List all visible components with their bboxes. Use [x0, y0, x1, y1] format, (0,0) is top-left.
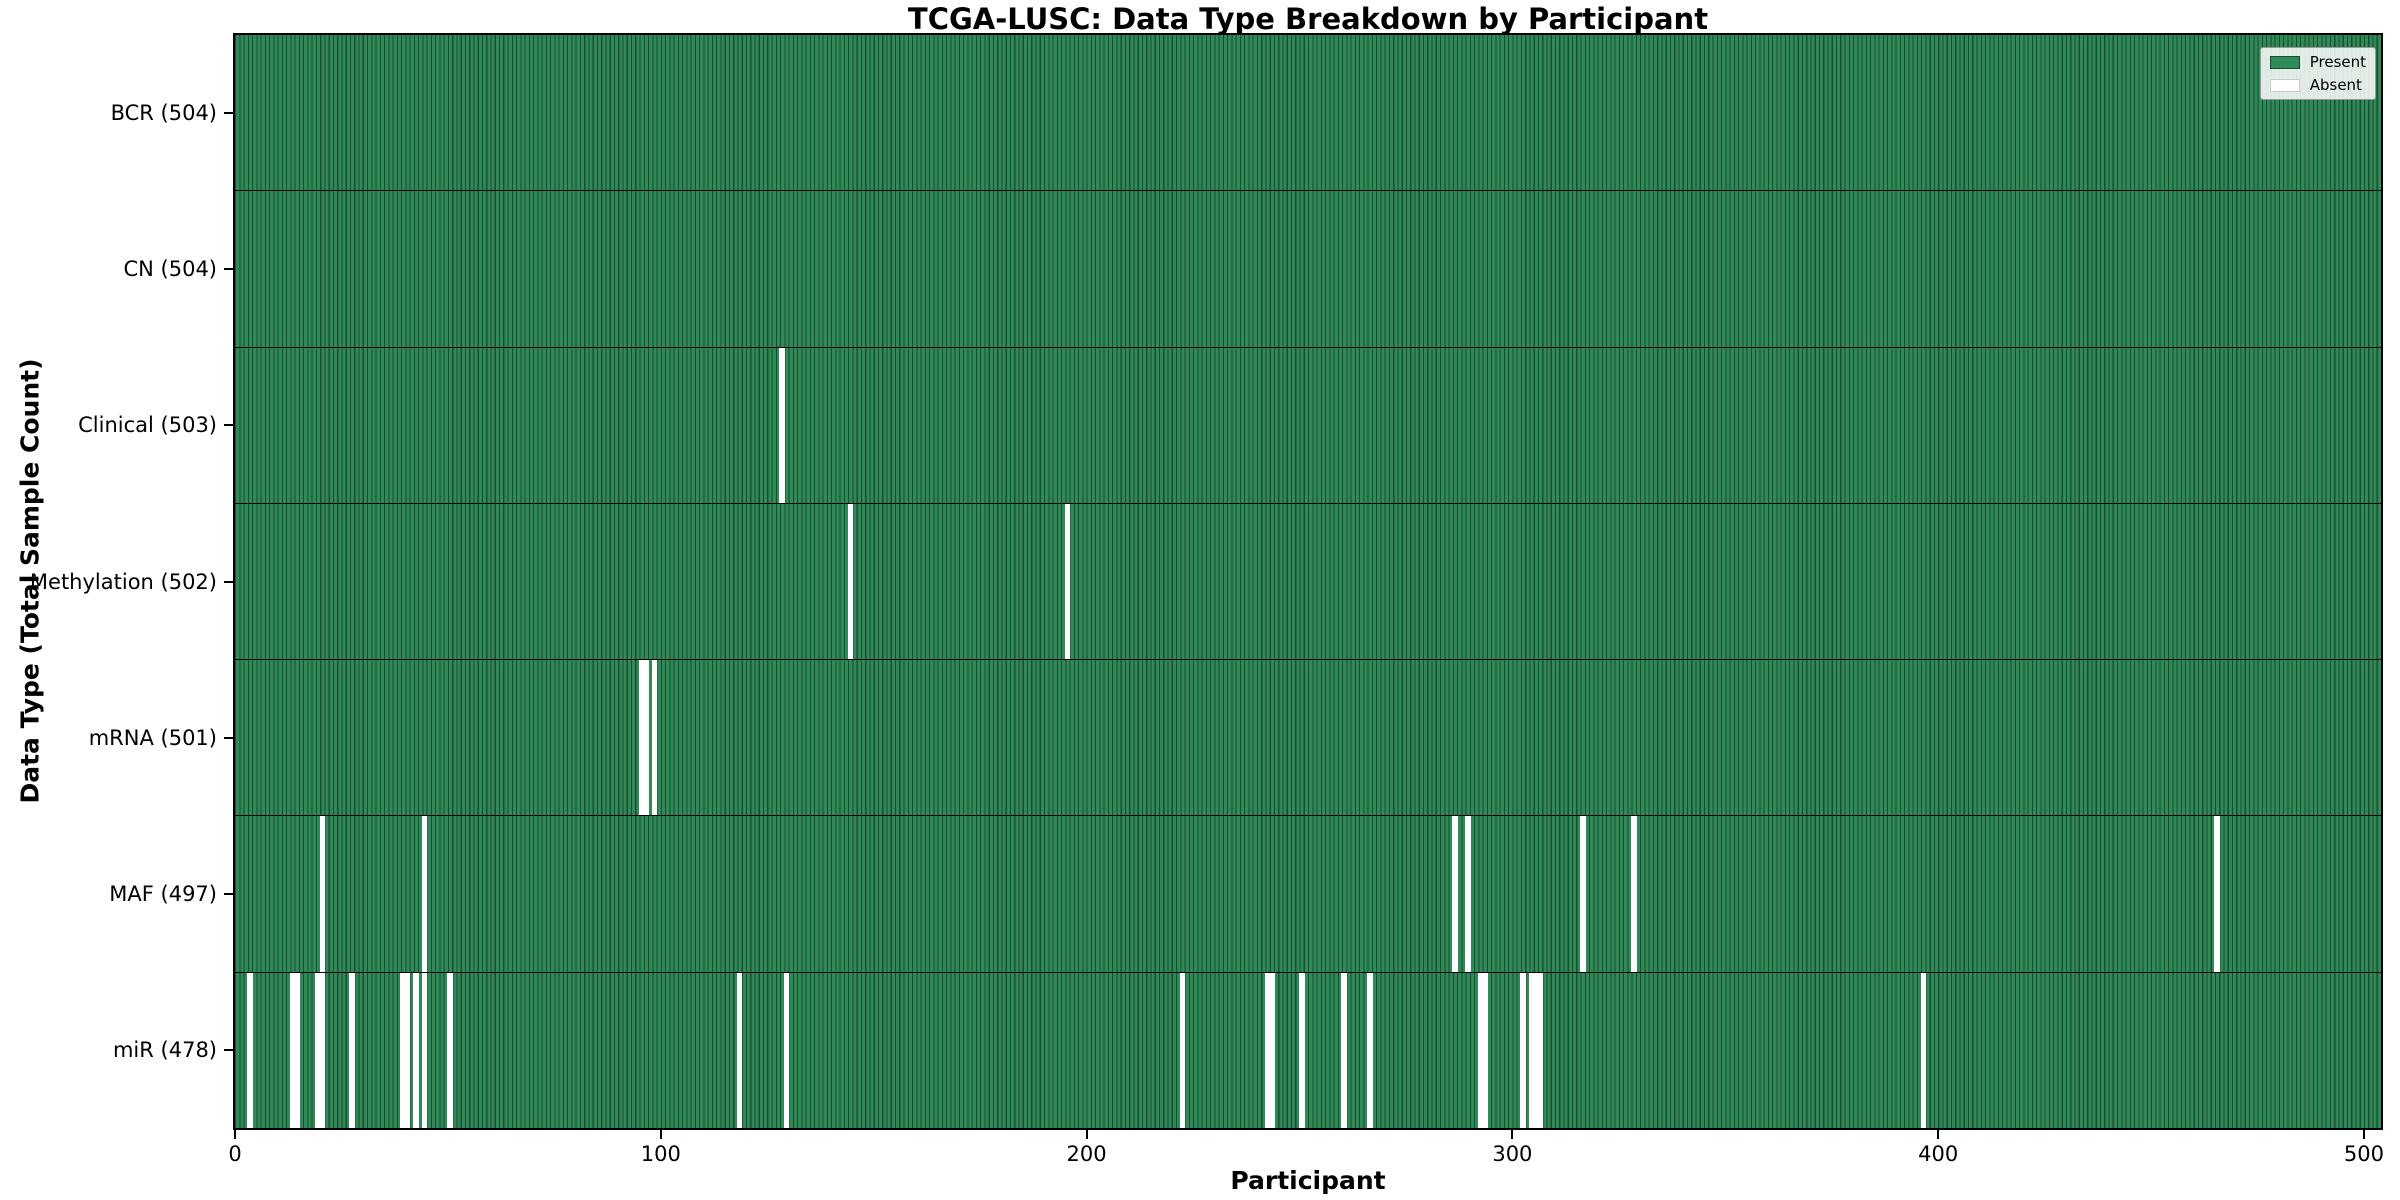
absent-gap	[651, 660, 658, 816]
heatmap-row-mRNA	[235, 660, 2381, 817]
absent-gap	[289, 972, 296, 1128]
absent-gap	[1367, 972, 1373, 1128]
y-tick-mark	[224, 580, 233, 583]
y-tick-mark	[224, 1048, 233, 1051]
y-tick-label-CN: CN (504)	[123, 257, 217, 282]
y-tick-mark	[224, 112, 233, 115]
absent-gap	[736, 972, 743, 1128]
x-tick-mark	[1937, 1130, 1940, 1139]
x-tick-mark	[2362, 1130, 2365, 1139]
heatmap-row-CN	[235, 191, 2381, 348]
legend: Present Absent	[2259, 47, 2376, 100]
absent-gap	[404, 972, 411, 1128]
absent-gap	[1269, 972, 1275, 1128]
x-tick-label: 100	[640, 1142, 681, 1166]
absent-gap	[1477, 972, 1484, 1128]
x-tick-label: 200	[1066, 1142, 1107, 1166]
legend-absent-label: Absent	[2309, 76, 2362, 94]
chart-title: TCGA-LUSC: Data Type Breakdown by Partic…	[907, 2, 1709, 36]
absent-gap	[1631, 816, 1637, 972]
absent-gap	[1579, 816, 1586, 972]
absent-gap	[1341, 972, 1348, 1128]
absent-gap	[1528, 972, 1535, 1128]
absent-gap	[1064, 503, 1071, 660]
x-tick-mark	[1085, 1130, 1088, 1139]
absent-gap	[1452, 816, 1458, 972]
x-tick-label: 0	[228, 1142, 242, 1166]
x-tick-mark	[234, 1130, 236, 1139]
absent-gap	[1481, 972, 1488, 1128]
x-axis-ticks: 0 100 200 300 400 500	[228, 1130, 2384, 1174]
absent-gap	[315, 972, 321, 1128]
absent-gap	[1464, 816, 1471, 972]
legend-item-absent: Absent	[2269, 76, 2366, 94]
y-tick-label-Clinical: Clinical (503)	[78, 413, 217, 438]
absent-gap	[779, 347, 786, 503]
absent-gap	[400, 972, 407, 1128]
absent-gap	[2214, 816, 2220, 972]
absent-gap	[643, 660, 649, 816]
absent-gap	[421, 972, 428, 1128]
heatmap-row-Methylation	[235, 503, 2381, 661]
absent-gap	[1920, 972, 1927, 1128]
y-tick-label-mRNA: mRNA (501)	[88, 725, 217, 750]
y-axis-labels: BCR (504) CN (504) Clinical (503) Methylati…	[0, 35, 233, 1128]
absent-gap	[1537, 972, 1543, 1128]
x-tick-mark	[1511, 1130, 1514, 1139]
y-tick-mark	[224, 424, 233, 427]
absent-gap	[1533, 972, 1539, 1128]
x-tick-label: 300	[1492, 1142, 1533, 1166]
heatmap-row-BCR	[235, 35, 2381, 192]
x-tick-label: 400	[1918, 1142, 1959, 1166]
legend-item-present: Present	[2269, 53, 2366, 71]
absent-gap	[1179, 972, 1186, 1128]
absent-gap	[447, 972, 453, 1128]
absent-gap	[783, 972, 790, 1128]
absent-gap	[847, 503, 854, 660]
y-tick-mark	[224, 268, 233, 271]
absent-gap	[319, 816, 326, 972]
legend-absent-swatch	[2269, 78, 2300, 92]
absent-gap	[413, 972, 419, 1128]
y-tick-mark	[224, 892, 233, 895]
y-tick-label-miR: miR (478)	[112, 1037, 217, 1062]
absent-gap	[349, 972, 356, 1128]
absent-gap	[294, 972, 300, 1128]
heatmap-rows	[235, 35, 2381, 1128]
y-tick-mark	[224, 736, 233, 739]
absent-gap	[247, 972, 253, 1128]
y-tick-label-MAF: MAF (497)	[109, 881, 217, 906]
plot-area: Present Absent	[233, 33, 2383, 1130]
y-tick-label-BCR: BCR (504)	[110, 101, 217, 126]
heatmap-row-MAF	[235, 816, 2381, 973]
x-tick-mark	[659, 1130, 662, 1139]
absent-gap	[1520, 972, 1526, 1128]
x-tick-label: 500	[2343, 1142, 2384, 1166]
absent-gap	[1298, 972, 1305, 1128]
absent-gap	[638, 660, 645, 816]
heatmap-row-Clinical	[235, 347, 2381, 504]
heatmap-row-miR	[235, 972, 2381, 1128]
legend-present-label: Present	[2309, 53, 2366, 71]
absent-gap	[421, 816, 428, 972]
y-tick-label-Methylation: Methylation (502)	[29, 569, 217, 594]
absent-gap	[319, 972, 326, 1128]
absent-gap	[1264, 972, 1271, 1128]
legend-present-swatch	[2269, 55, 2300, 69]
x-axis-title: Participant	[1230, 1166, 1386, 1195]
